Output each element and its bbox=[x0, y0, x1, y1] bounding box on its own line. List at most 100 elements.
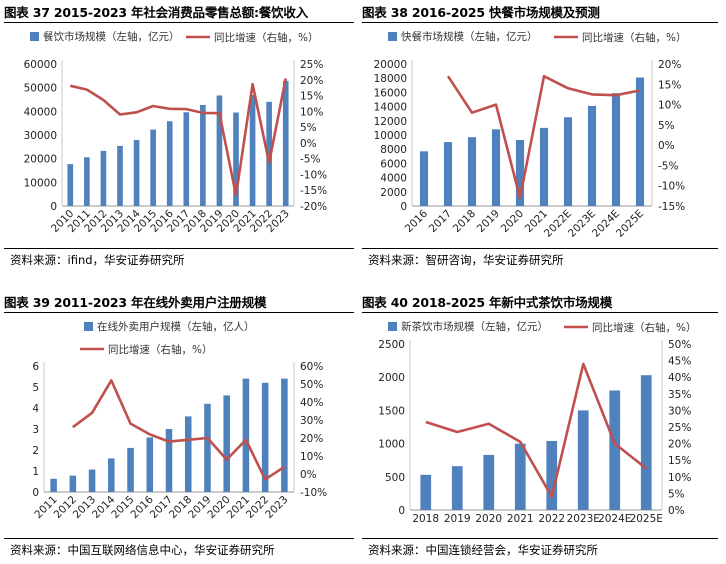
chart-title: 图表 40 2018-2025 年新中式茶饮市场规模 bbox=[362, 295, 613, 310]
legend-label: 快餐市场规模（左轴，亿元） bbox=[401, 30, 538, 43]
bar bbox=[184, 416, 192, 492]
x-tick-label: 2023E bbox=[567, 513, 600, 525]
bar bbox=[150, 129, 156, 206]
y-tick-label-right: 20% bbox=[300, 433, 323, 445]
y-tick-label-left: 20000 bbox=[24, 154, 57, 166]
bar bbox=[249, 95, 256, 206]
growth-line bbox=[425, 362, 648, 498]
growth-line bbox=[70, 78, 287, 197]
bar bbox=[281, 378, 288, 492]
bar bbox=[635, 77, 645, 206]
x-tick-label: 2019 bbox=[444, 513, 471, 525]
x-tick-label: 2020 bbox=[475, 513, 502, 525]
bar bbox=[223, 395, 230, 492]
bar bbox=[67, 164, 74, 206]
y-tick-label-left: 50000 bbox=[24, 83, 57, 95]
bar bbox=[100, 150, 107, 206]
y-tick-label-right: 0% bbox=[300, 469, 317, 481]
y-tick-label-right: 10% bbox=[300, 451, 323, 463]
y-tick-label-left: 10000 bbox=[374, 130, 407, 142]
bar bbox=[563, 117, 573, 206]
chart-title: 图表 39 2011-2023 年在线外卖用户注册规模 bbox=[4, 295, 267, 310]
y-tick-label-left: 2000 bbox=[380, 187, 407, 199]
x-tick-label: 2022 bbox=[538, 513, 565, 525]
bar bbox=[483, 454, 495, 510]
source-note: 资料来源：智研咨询，华安证券研究所 bbox=[368, 253, 564, 267]
y-tick-label-right: 10% bbox=[658, 100, 681, 112]
y-tick-label-left: 16000 bbox=[374, 87, 407, 99]
legend-label: 同比增速（右轴，%） bbox=[108, 343, 212, 356]
y-tick-label-right: 15% bbox=[658, 79, 681, 91]
chart-svg: 新茶饮市场规模（左轴，亿元） 同比增速（右轴，%） 0 500 1000 1500 2000… bbox=[378, 320, 696, 525]
legend-label: 餐饮市场规模（左轴，亿元） bbox=[43, 30, 180, 43]
legend-label: 同比增速（右轴，%） bbox=[592, 321, 696, 334]
bar bbox=[84, 157, 90, 206]
y-tick-label-left: 2500 bbox=[378, 339, 405, 351]
y-tick-label-right: -5% bbox=[658, 160, 678, 172]
y-tick-label-left: 0 bbox=[398, 505, 405, 517]
bar bbox=[146, 437, 154, 492]
y-tick-label-right: -10% bbox=[658, 181, 685, 193]
y-tick-label-right: 0% bbox=[658, 140, 675, 152]
legend-swatch-bar bbox=[30, 32, 39, 41]
bar bbox=[69, 475, 77, 492]
y-tick-label-left: 1000 bbox=[378, 439, 405, 451]
bar bbox=[467, 137, 477, 206]
y-tick-label-left: 18000 bbox=[374, 73, 407, 85]
bar bbox=[611, 93, 621, 206]
growth-line bbox=[72, 379, 286, 481]
bar bbox=[233, 112, 239, 206]
y-tick-label-right: 25% bbox=[668, 422, 691, 434]
x-tick-label: 2024E bbox=[598, 513, 631, 525]
x-tick-label: 2017 bbox=[427, 208, 454, 235]
bar bbox=[539, 127, 549, 206]
y-tick-label-left: 4 bbox=[32, 403, 39, 415]
y-tick-label-right: 20% bbox=[668, 439, 691, 451]
bar bbox=[133, 139, 140, 206]
y-tick-label-right: -10% bbox=[300, 169, 327, 181]
y-tick-label-left: 6000 bbox=[380, 158, 407, 170]
chart-title: 图表 37 2015-2023 年社会消费品零售总额:餐饮收入 bbox=[4, 5, 309, 20]
bar bbox=[216, 95, 223, 206]
y-tick-label-right: -10% bbox=[300, 487, 327, 499]
y-tick-label-right: 25% bbox=[300, 59, 323, 71]
y-tick-label-right: 30% bbox=[668, 405, 691, 417]
y-tick-label-right: 15% bbox=[300, 91, 323, 103]
bar bbox=[515, 139, 525, 206]
bar bbox=[640, 375, 652, 510]
chart-svg: 餐饮市场规模（左轴，亿元） 同比增速（右轴，%） 0 10000 20000 30000 4… bbox=[24, 30, 328, 235]
legend-swatch-bar bbox=[388, 32, 397, 41]
bar bbox=[165, 429, 173, 492]
legend-label: 同比增速（右轴，%） bbox=[582, 31, 686, 44]
source-note: 资料来源：中国互联网络信息中心，华安证券研究所 bbox=[10, 543, 275, 557]
bar bbox=[491, 129, 501, 206]
y-tick-label-right: -5% bbox=[300, 154, 320, 166]
y-tick-label-right: 5% bbox=[668, 488, 685, 500]
bar bbox=[266, 101, 272, 206]
bar bbox=[609, 390, 621, 510]
bar bbox=[587, 105, 597, 206]
chart-title: 图表 38 2016-2025 快餐市场规模及预测 bbox=[362, 5, 600, 20]
y-tick-label-right: 0% bbox=[300, 138, 317, 150]
bar bbox=[546, 440, 558, 510]
source-note: 资料来源：中国连锁经营会，华安证券研究所 bbox=[368, 543, 598, 557]
legend-swatch-bar bbox=[388, 322, 397, 331]
legend-label: 新茶饮市场规模（左轴，亿元） bbox=[401, 320, 548, 333]
bar bbox=[88, 469, 96, 492]
source-note: 资料来源：ifind，华安证券研究所 bbox=[10, 253, 185, 267]
y-tick-label-left: 4000 bbox=[380, 173, 407, 185]
chart-panel-37: 图表 37 2015-2023 年社会消费品零售总额:餐饮收入 餐饮市场规模（左… bbox=[4, 2, 356, 272]
x-tick-label: 2018 bbox=[412, 513, 439, 525]
bar bbox=[514, 443, 526, 510]
chart-panel-40: 图表 40 2018-2025 年新中式茶饮市场规模 新茶饮市场规模（左轴，亿元… bbox=[362, 292, 722, 562]
y-tick-label-right: 45% bbox=[668, 356, 691, 368]
y-tick-label-left: 1 bbox=[32, 466, 39, 478]
y-tick-label-left: 14000 bbox=[374, 102, 407, 114]
bar bbox=[127, 447, 134, 492]
y-tick-label-left: 30000 bbox=[24, 130, 57, 142]
legend-label: 同比增速（右轴，%） bbox=[214, 31, 318, 44]
x-tick-label: 2023 bbox=[263, 494, 290, 521]
bar bbox=[420, 474, 432, 510]
x-tick-label: 2025E bbox=[614, 208, 646, 240]
y-tick-label-left: 12000 bbox=[374, 116, 407, 128]
